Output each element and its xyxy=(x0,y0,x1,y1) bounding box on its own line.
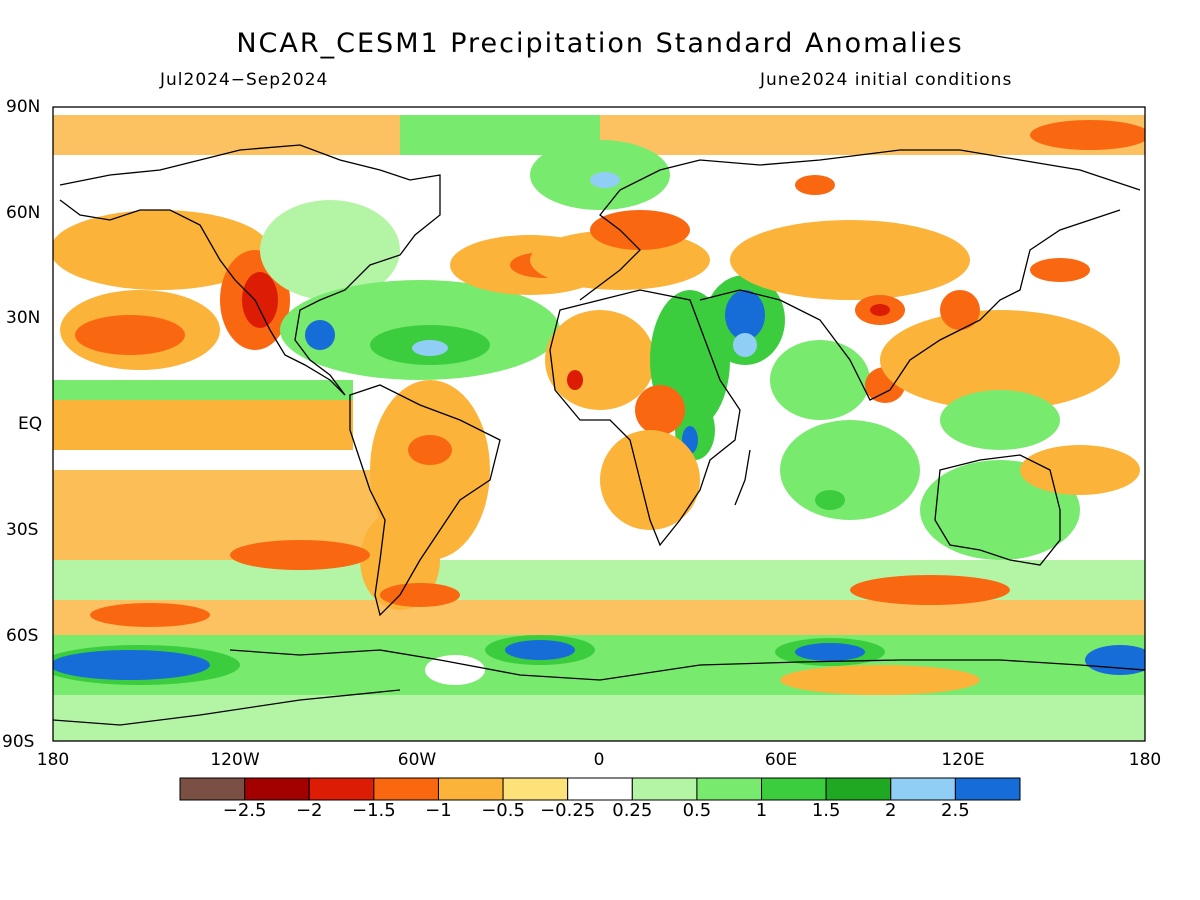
colorbar-swatch xyxy=(954,777,1021,801)
colorbar-swatch xyxy=(761,777,827,801)
lon-label-120e: 120E xyxy=(941,750,985,770)
initial-conditions: June2024 initial conditions xyxy=(760,70,1013,90)
colorbar-swatch xyxy=(244,777,310,801)
colorbar-swatch xyxy=(502,777,569,801)
lon-label-120w: 120W xyxy=(210,750,260,770)
colorbar-swatch xyxy=(179,777,246,801)
colorbar-swatch xyxy=(373,777,439,801)
map-title: NCAR_CESM1 Precipitation Standard Anomal… xyxy=(236,28,964,59)
colorbar-label: 1 xyxy=(755,800,768,821)
colorbar-label: 0.25 xyxy=(612,800,653,821)
colorbar-swatch xyxy=(437,777,504,801)
colorbar-label: 2 xyxy=(885,800,897,821)
colorbar xyxy=(179,777,1021,801)
colorbar-label: −0.25 xyxy=(540,800,596,821)
colorbar-label: −1 xyxy=(425,800,452,821)
colorbar-swatch xyxy=(890,777,956,801)
lat-label-30s: 30S xyxy=(6,520,39,540)
lon-label-180e: 180 xyxy=(1128,750,1162,770)
colorbar-label: 0.5 xyxy=(682,800,712,821)
colorbar-label: 1.5 xyxy=(811,800,841,821)
colorbar-label: −2.5 xyxy=(222,800,267,821)
colorbar-swatch xyxy=(567,777,633,801)
forecast-period: Jul2024−Sep2024 xyxy=(160,70,329,90)
lon-label-60w: 60W xyxy=(397,750,437,770)
colorbar-label: −1.5 xyxy=(351,800,396,821)
lon-label-180w: 180 xyxy=(36,750,70,770)
colorbar-label: −2 xyxy=(295,800,323,821)
lat-label-90n: 90N xyxy=(6,97,41,117)
coastlines xyxy=(52,144,1146,726)
colorbar-label: −0.5 xyxy=(481,800,525,821)
colorbar-swatch xyxy=(308,777,375,801)
lon-label-60e: 60E xyxy=(764,750,798,770)
lat-label-eq: EQ xyxy=(18,414,43,434)
colorbar-swatch xyxy=(825,777,892,801)
map-frame xyxy=(52,106,1146,742)
lat-label-30n: 30N xyxy=(6,308,41,328)
colorbar-swatch xyxy=(631,777,698,801)
lon-label-0: 0 xyxy=(593,750,605,770)
anomaly-field xyxy=(53,107,1145,741)
lat-label-60s: 60S xyxy=(6,626,39,646)
colorbar-swatch xyxy=(696,777,763,801)
lat-label-90s: 90S xyxy=(2,732,35,752)
colorbar-label: 2.5 xyxy=(941,800,970,821)
lat-label-60n: 60N xyxy=(6,203,41,223)
